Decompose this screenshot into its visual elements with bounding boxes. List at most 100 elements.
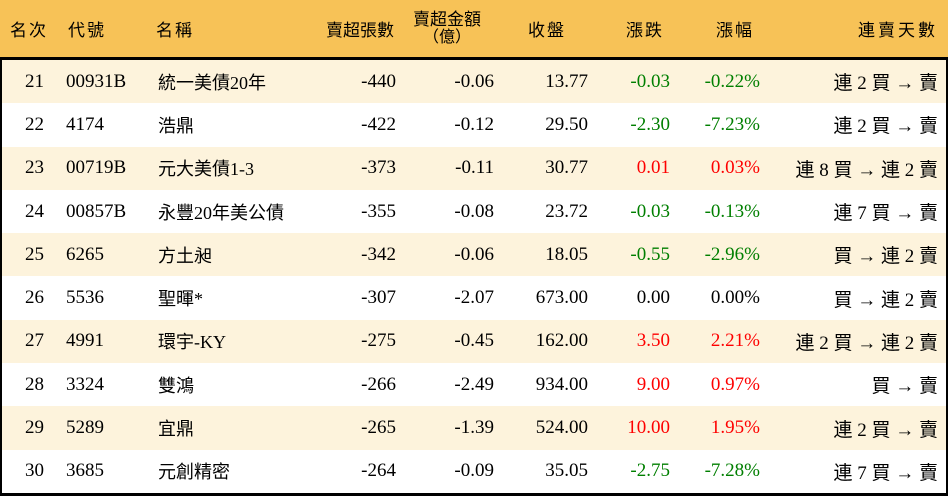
cell-rank: 29 [25, 417, 44, 439]
cell-name: 方土昶 [158, 245, 212, 266]
cell-close: 30.77 [545, 157, 588, 179]
cell-sell-amount: -0.06 [454, 70, 494, 92]
header-streak: 連賣天數 [858, 21, 938, 40]
cell-name: 聖暉* [158, 289, 203, 310]
cell-change-pct: -7.28% [704, 460, 760, 482]
table-row: 30 3685 元創精密 -264 -0.09 35.05 -2.75 -7.2… [2, 449, 946, 493]
table-row: 25 6265 方土昶 -342 -0.06 18.05 -0.55 -2.96… [2, 233, 946, 277]
cell-sell-amount: -0.45 [454, 330, 494, 352]
header-change-pct: 漲幅 [716, 21, 754, 40]
cell-change-pct: -7.23% [704, 113, 760, 135]
cell-code: 5289 [66, 417, 104, 439]
header-sell-amount-line1: 賣超金額 [413, 9, 481, 29]
header-change: 漲跌 [626, 21, 664, 40]
cell-sell-volume: -265 [361, 417, 396, 439]
cell-change: 0.01 [636, 157, 670, 179]
cell-change: 3.50 [636, 330, 670, 352]
cell-rank: 22 [25, 113, 44, 135]
cell-name: 環宇-KY [158, 332, 226, 353]
cell-rank: 24 [25, 200, 44, 222]
cell-code: 00931B [66, 70, 127, 92]
cell-change-pct: 2.21% [710, 330, 760, 352]
cell-rank: 30 [25, 460, 44, 482]
cell-rank: 26 [25, 287, 44, 309]
cell-sell-volume: -373 [361, 157, 396, 179]
header-sell-volume: 賣超張數 [326, 21, 394, 40]
cell-streak: 連 2 買 → 賣 [833, 419, 938, 441]
cell-close: 29.50 [545, 113, 588, 135]
cell-code: 5536 [66, 287, 104, 309]
cell-name: 元創精密 [158, 462, 230, 483]
cell-name: 元大美債1-3 [158, 159, 254, 180]
cell-sell-amount: -1.39 [454, 417, 494, 439]
cell-sell-volume: -422 [361, 113, 396, 135]
cell-change-pct: 0.00% [710, 287, 760, 309]
cell-sell-amount: -2.07 [454, 287, 494, 309]
header-sell-amount-line2: （億） [422, 29, 471, 47]
cell-sell-volume: -275 [361, 330, 396, 352]
cell-rank: 25 [25, 243, 44, 265]
table-row: 21 00931B 統一美債20年 -440 -0.06 13.77 -0.03… [2, 60, 946, 104]
cell-change: 10.00 [627, 417, 670, 439]
cell-streak: 連 2 買 → 連 2 賣 [795, 332, 938, 354]
cell-change: -0.03 [630, 70, 670, 92]
header-sell-amount: 賣超金額 （億） [398, 10, 496, 48]
table-row: 28 3324 雙鴻 -266 -2.49 934.00 9.00 0.97% … [2, 363, 946, 407]
table-row: 24 00857B 永豐20年美公債 -355 -0.08 23.72 -0.0… [2, 189, 946, 234]
cell-close: 162.00 [535, 330, 588, 352]
cell-sell-volume: -342 [361, 243, 396, 265]
cell-sell-volume: -440 [361, 70, 396, 92]
cell-name: 浩鼎 [158, 115, 194, 136]
cell-streak: 連 7 買 → 賣 [833, 203, 938, 225]
cell-rank: 21 [25, 70, 44, 92]
cell-sell-amount: -0.08 [454, 200, 494, 222]
table-row: 26 5536 聖暉* -307 -2.07 673.00 0.00 0.00%… [2, 276, 946, 320]
cell-change: 0.00 [636, 287, 670, 309]
cell-code: 3685 [66, 460, 104, 482]
cell-close: 673.00 [535, 287, 588, 309]
cell-close: 524.00 [535, 417, 588, 439]
cell-close: 934.00 [535, 373, 588, 395]
table-row: 27 4991 環宇-KY -275 -0.45 162.00 3.50 2.2… [2, 319, 946, 364]
cell-streak: 連 2 買 → 賣 [833, 73, 938, 95]
cell-code: 3324 [66, 373, 104, 395]
cell-sell-amount: -0.12 [454, 113, 494, 135]
cell-change: -0.55 [630, 243, 670, 265]
header-name: 名稱 [156, 21, 194, 40]
cell-code: 6265 [66, 243, 104, 265]
cell-name: 永豐20年美公債 [158, 202, 284, 223]
table-body: 21 00931B 統一美債20年 -440 -0.06 13.77 -0.03… [0, 60, 948, 496]
cell-streak: 買 → 賣 [871, 376, 938, 398]
cell-sell-amount: -0.11 [455, 157, 494, 179]
table-header-row: 名次 代號 名稱 賣超張數 賣超金額 （億） 收盤 漲跌 漲幅 連賣天數 [0, 0, 948, 60]
cell-sell-amount: -0.09 [454, 460, 494, 482]
cell-name: 宜鼎 [158, 419, 194, 440]
cell-code: 4174 [66, 113, 104, 135]
cell-sell-volume: -264 [361, 460, 396, 482]
cell-sell-amount: -0.06 [454, 243, 494, 265]
cell-sell-amount: -2.49 [454, 373, 494, 395]
table-row: 23 00719B 元大美債1-3 -373 -0.11 30.77 0.01 … [2, 146, 946, 190]
cell-sell-volume: -266 [361, 373, 396, 395]
cell-name: 統一美債20年 [158, 72, 266, 93]
cell-streak: 買 → 連 2 賣 [833, 289, 938, 311]
table-row: 22 4174 浩鼎 -422 -0.12 29.50 -2.30 -7.23%… [2, 103, 946, 147]
cell-close: 18.05 [545, 243, 588, 265]
cell-close: 23.72 [545, 200, 588, 222]
cell-change-pct: 0.03% [710, 157, 760, 179]
cell-streak: 買 → 連 2 賣 [833, 246, 938, 268]
cell-name: 雙鴻 [158, 375, 194, 396]
cell-close: 35.05 [545, 460, 588, 482]
header-close: 收盤 [528, 21, 566, 40]
cell-code: 00857B [66, 200, 127, 222]
cell-close: 13.77 [545, 70, 588, 92]
cell-change: -2.75 [630, 460, 670, 482]
cell-sell-volume: -355 [361, 200, 396, 222]
cell-change-pct: 1.95% [710, 417, 760, 439]
cell-change-pct: -0.13% [704, 200, 760, 222]
cell-streak: 連 2 買 → 賣 [833, 116, 938, 138]
header-code: 代號 [68, 21, 106, 40]
cell-code: 00719B [66, 157, 127, 179]
cell-rank: 28 [25, 373, 44, 395]
